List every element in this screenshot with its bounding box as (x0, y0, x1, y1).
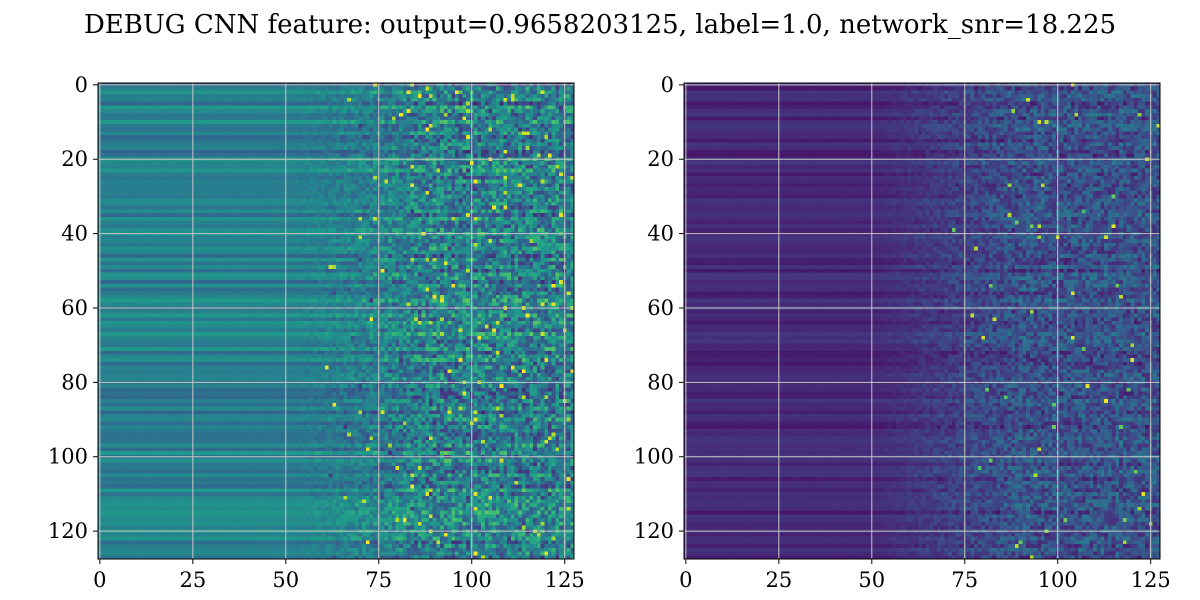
x-tick-label: 25 (765, 568, 792, 592)
y-tick-label: 20 (647, 147, 674, 171)
heatmap-left-image (98, 83, 574, 559)
y-tick-label: 20 (61, 147, 88, 171)
y-tick-label: 80 (647, 370, 674, 394)
x-tick-label: 50 (272, 568, 299, 592)
x-tick-label: 75 (951, 568, 978, 592)
y-tick-label: 100 (634, 445, 674, 469)
y-tick-label: 0 (661, 73, 674, 97)
y-tick-label: 120 (634, 519, 674, 543)
x-tick-label: 0 (93, 568, 106, 592)
y-tick-label: 40 (61, 222, 88, 246)
x-tick-label: 75 (365, 568, 392, 592)
y-tick-label: 100 (48, 445, 88, 469)
grid-right (684, 83, 1160, 559)
ticks-left: 0 25 50 75 100 125 0 20 40 60 80 100 120 (48, 73, 585, 592)
x-tick-label: 0 (679, 568, 692, 592)
x-tick-label: 100 (1038, 568, 1078, 592)
heatmap-left: 0 25 50 75 100 125 0 20 40 60 80 100 120 (48, 73, 585, 592)
heatmap-right: 0 25 50 75 100 125 0 20 40 60 80 100 120 (634, 73, 1171, 592)
heatmap-right-image (684, 83, 1160, 559)
x-tick-label: 125 (545, 568, 585, 592)
x-tick-label: 100 (452, 568, 492, 592)
figure-title: DEBUG CNN feature: output=0.9658203125, … (83, 10, 1117, 40)
ticks-right: 0 25 50 75 100 125 0 20 40 60 80 100 120 (634, 73, 1171, 592)
x-tick-label: 25 (179, 568, 206, 592)
x-tick-label: 125 (1131, 568, 1171, 592)
axes-frame-right (683, 82, 1161, 560)
y-tick-label: 80 (61, 370, 88, 394)
y-tick-label: 40 (647, 222, 674, 246)
x-tick-label: 50 (858, 568, 885, 592)
y-tick-label: 60 (61, 296, 88, 320)
axes-frame-left (97, 82, 575, 560)
y-tick-label: 120 (48, 519, 88, 543)
y-tick-label: 0 (75, 73, 88, 97)
y-tick-label: 60 (647, 296, 674, 320)
grid-left (98, 83, 574, 559)
